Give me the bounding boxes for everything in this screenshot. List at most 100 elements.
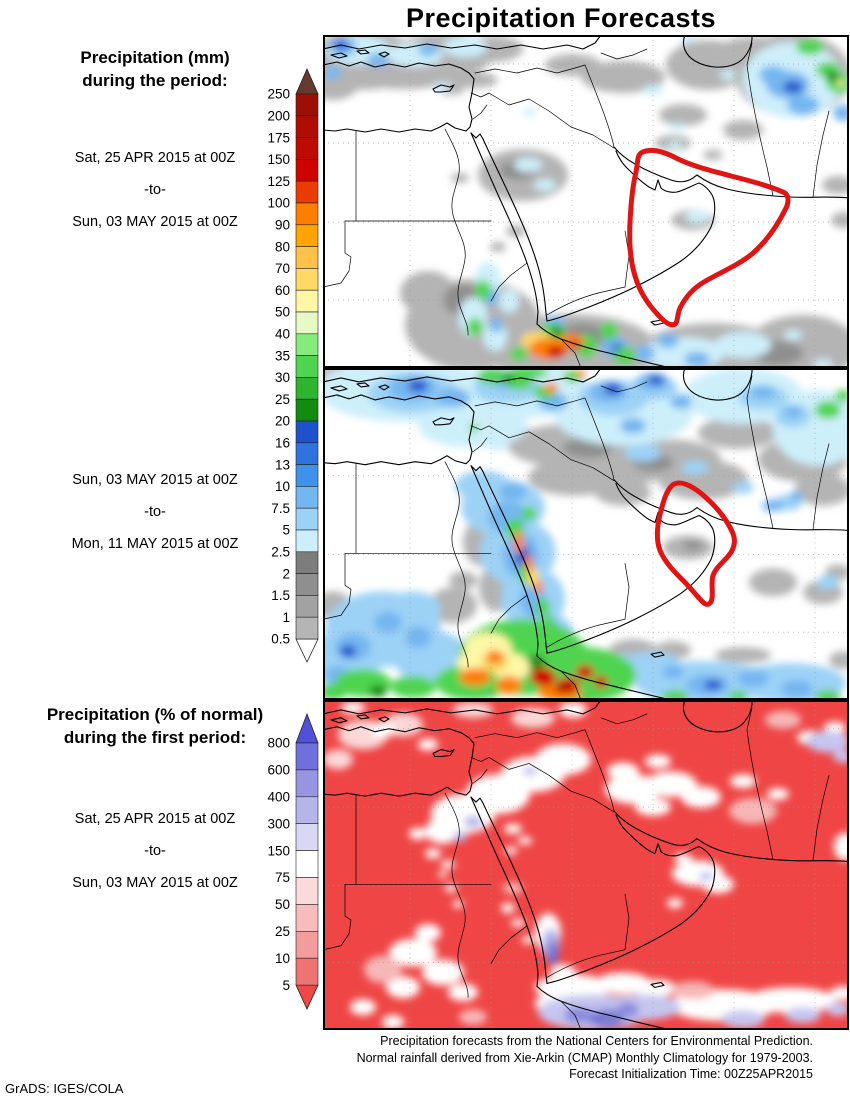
colorbar-cell (295, 486, 319, 509)
colorbar-cell (295, 246, 319, 269)
map-panel-3 (323, 700, 849, 1030)
footer-caption: Precipitation forecasts from the Nationa… (323, 1033, 813, 1083)
period-1-start: Sat, 25 APR 2015 at 00Z (74, 150, 236, 166)
colorbar-cell (295, 268, 319, 291)
colorbar-tick-label: 16 (275, 436, 290, 451)
colorbar-cell (295, 137, 319, 160)
period-3-start: Sat, 25 APR 2015 at 00Z (74, 811, 236, 827)
footer-line-3: Forecast Initialization Time: 00Z25APR20… (569, 1067, 813, 1081)
colorbar-tick-label: 1.5 (271, 588, 290, 603)
colorbar-tick-label: 5 (282, 978, 290, 993)
colorbar-tick-label: 35 (275, 348, 290, 363)
colorbar-cell (295, 957, 319, 986)
colorbar-cell (295, 377, 319, 400)
colorbar-tick-label: 0.5 (271, 632, 290, 647)
colorbar-arrow-bottom (295, 638, 319, 663)
colorbar-cell (295, 311, 319, 335)
map-frame-1 (323, 35, 849, 368)
page-title: Precipitation Forecasts (405, 3, 717, 33)
colorbar-tick-label: 2 (282, 566, 290, 581)
colorbar-cell (295, 796, 319, 825)
colorbar-tick-label: 100 (267, 196, 290, 211)
period-2-end: Mon, 11 MAY 2015 at 00Z (71, 536, 239, 552)
colorbar-cell (295, 202, 319, 226)
colorbar-cell (295, 507, 319, 531)
period-1-end: Sun, 03 MAY 2015 at 00Z (72, 214, 238, 230)
colorbar-cell (295, 595, 319, 618)
colorbar-tick-label: 7.5 (271, 501, 290, 516)
colorbar-tick-label: 5 (282, 523, 290, 538)
colorbar-tick-label: 13 (275, 457, 290, 472)
colorbar-tick-label: 10 (275, 951, 290, 966)
colorbar-tick-label: 600 (267, 763, 290, 778)
colorbar-cell (295, 289, 319, 313)
mm-legend-title-line2: during the period: (82, 71, 228, 90)
mm-legend-title: Precipitation (mm) during the period: (5, 46, 305, 92)
colorbar-cell (295, 398, 319, 422)
colorbar-arrow-top (295, 68, 319, 95)
colorbar-tick-label: 70 (275, 261, 290, 276)
pct-legend-title-line1: Precipitation (% of normal) (46, 705, 264, 724)
colorbar-cell (295, 823, 319, 851)
colorbar-tick-label: 40 (275, 327, 290, 342)
colorbar-tick-label: 80 (275, 239, 290, 254)
colorbar-cell (295, 904, 319, 932)
colorbar-arrow-bottom (295, 984, 319, 1010)
colorbar-tick-label: 175 (267, 130, 290, 145)
colorbar-tick-label: 250 (267, 87, 290, 102)
colorbar-cell (295, 93, 319, 117)
map-frame-2 (323, 368, 849, 700)
period-3-separator: -to- (144, 843, 166, 859)
colorbar-tick-label: 50 (275, 897, 290, 912)
pct-legend-title: Precipitation (% of normal) during the f… (0, 703, 310, 749)
colorbar-tick-label: 1 (282, 610, 290, 625)
colorbar-tick-label: 2.5 (271, 545, 290, 560)
colorbar-cell (295, 573, 319, 596)
colorbar-mm-legend: 2502001751501251009080706050403530252016… (267, 68, 319, 663)
colorbar-cell (295, 931, 319, 959)
precipitation-shading-2 (323, 368, 849, 700)
colorbar-cell (295, 224, 319, 247)
footer-line-1: Precipitation forecasts from the Nationa… (380, 1034, 813, 1048)
colorbar-cell (295, 333, 319, 356)
colorbar-tick-label: 150 (267, 843, 290, 858)
colorbar-tick-label: 25 (275, 392, 290, 407)
period-1-dates: Sat, 25 APR 2015 at 00Z -to- Sun, 03 MAY… (5, 149, 305, 245)
mm-legend-title-line1: Precipitation (mm) (80, 48, 230, 67)
colorbar-tick-label: 150 (267, 152, 290, 167)
colorbar-cell (295, 464, 319, 487)
grads-credit: GrADS: IGES/COLA (5, 1081, 124, 1096)
colorbar-tick-label: 90 (275, 218, 290, 233)
colorbar-cell (295, 742, 319, 771)
colorbar-cell (295, 551, 319, 574)
colorbar-cell (295, 877, 319, 905)
colorbar-cell (295, 180, 319, 204)
pct-legend-title-line2: during the first period: (63, 728, 247, 747)
precipitation-shading-1 (323, 35, 849, 368)
period-1-separator: -to- (144, 182, 166, 198)
colorbar-tick-label: 75 (275, 870, 290, 885)
footer-line-2: Normal rainfall derived from Xie-Arkin (… (356, 1050, 813, 1065)
colorbar-cell (295, 355, 319, 378)
period-2-dates: Sun, 03 MAY 2015 at 00Z -to- Mon, 11 MAY… (5, 471, 305, 567)
colorbar-tick-label: 50 (275, 305, 290, 320)
colorbar-cell (295, 850, 319, 878)
period-2-separator: -to- (144, 504, 166, 520)
forecast-region-outline-1 (627, 147, 791, 328)
map-panel-1 (323, 35, 849, 368)
colorbar-cell (295, 159, 319, 182)
colorbar-cell (295, 529, 319, 553)
colorbar-percent-legend: 800 600 400 300 150 75 50 25 10 5 (267, 712, 319, 1010)
period-3-end: Sun, 03 MAY 2015 at 00Z (72, 875, 238, 891)
percent-normal-shading (323, 701, 849, 1030)
colorbar-tick-label: 800 (267, 736, 290, 751)
colorbar-tick-label: 200 (267, 109, 290, 124)
map-frame-3 (323, 700, 849, 1030)
colorbar-tick-label: 25 (275, 924, 290, 939)
colorbar-tick-label: 30 (275, 370, 290, 385)
period-2-start: Sun, 03 MAY 2015 at 00Z (72, 472, 238, 488)
colorbar-tick-label: 400 (267, 790, 290, 805)
forecast-region-outline-2 (654, 480, 737, 607)
colorbar-tick-label: 60 (275, 283, 290, 298)
